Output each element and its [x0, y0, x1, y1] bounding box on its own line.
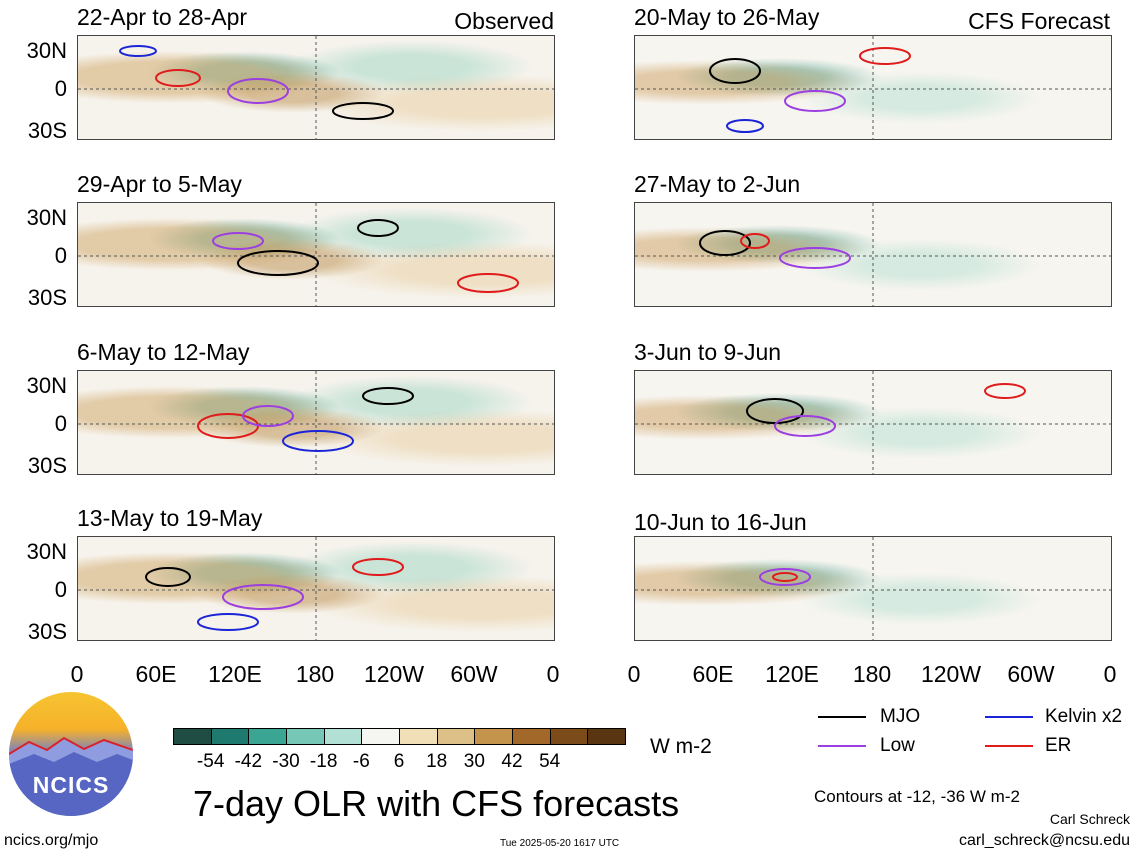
olr-map-panel — [77, 370, 555, 475]
olr-map-panel — [77, 202, 555, 307]
panel-title: 13-May to 19-May — [77, 505, 263, 531]
contours — [78, 537, 554, 640]
lat-label: 30N — [26, 539, 67, 564]
panel-title: 20-May to 26-May — [634, 4, 820, 30]
lat-label: 0 — [54, 577, 67, 602]
legend-label: Low — [880, 735, 915, 756]
lon-label: 0 — [1103, 661, 1117, 687]
lat-label: 30S — [27, 285, 67, 310]
colorbar-cell — [474, 728, 513, 745]
logo-text: NCICS — [32, 772, 110, 798]
timestamp: Tue 2025-05-20 1617 UTC — [500, 838, 620, 849]
colorbar-label: 6 — [393, 751, 405, 772]
lat-label: 0 — [54, 411, 67, 436]
colorbar-label: -6 — [352, 751, 370, 772]
colorbar-cell — [210, 728, 250, 745]
panel-title: 3-Jun to 9-Jun — [634, 339, 782, 365]
legend-label: Kelvin x2 — [1045, 706, 1123, 727]
lon-label: 180 — [295, 661, 335, 687]
colorbar-label: 42 — [501, 751, 523, 772]
colorbar-label: 30 — [463, 751, 485, 772]
site-link[interactable]: ncics.org/mjo — [4, 832, 99, 849]
mountains-icon — [9, 736, 133, 816]
panel-title: 27-May to 2-Jun — [634, 171, 801, 197]
author: Carl Schreck — [1049, 811, 1130, 827]
colorbar-label: 18 — [426, 751, 448, 772]
legend-swatch-mjo — [818, 716, 866, 718]
legend-swatch-er — [985, 745, 1033, 747]
lat-label: 30S — [27, 619, 67, 644]
colorbar-cell — [399, 728, 438, 745]
colorbar-label: -18 — [309, 751, 338, 772]
lon-label: 120E — [208, 661, 262, 687]
contours — [635, 203, 1111, 306]
contours — [635, 36, 1111, 139]
lat-label: 30S — [27, 118, 67, 143]
lon-label: 60W — [450, 661, 498, 687]
olr-map-panel — [634, 370, 1112, 475]
olr-map-panel — [634, 536, 1112, 641]
colorbar-cell — [512, 728, 551, 745]
lon-label: 180 — [852, 661, 892, 687]
contours — [78, 36, 554, 139]
lon-label: 120W — [920, 661, 982, 687]
colorbar-label: -54 — [196, 751, 225, 772]
colorbar-cell — [286, 728, 325, 745]
lon-label: 60E — [135, 661, 177, 687]
lon-label: 120E — [765, 661, 819, 687]
lon-label: 0 — [627, 661, 641, 687]
colorbar-cell — [587, 728, 626, 745]
legend-swatch-low — [818, 745, 866, 747]
lon-label: 60E — [692, 661, 734, 687]
contour-note: Contours at -12, -36 W m-2 — [814, 787, 1020, 806]
colorbar-cell — [361, 728, 400, 745]
lat-label: 0 — [54, 76, 67, 101]
olr-map-panel — [77, 536, 555, 641]
colorbar-cell — [323, 728, 363, 745]
lon-label: 0 — [546, 661, 560, 687]
colorbar-label: -30 — [272, 751, 300, 772]
lat-label: 0 — [54, 243, 67, 268]
lon-label: 60W — [1007, 661, 1055, 687]
colorbar-label: -42 — [234, 751, 263, 772]
lat-label: 30N — [26, 373, 67, 398]
legend-swatch-kelvin — [985, 716, 1033, 718]
colorbar-cell — [549, 728, 589, 745]
colorbar-label: 54 — [539, 751, 561, 772]
lat-label: 30S — [27, 453, 67, 478]
contours — [635, 537, 1111, 640]
lat-label: 30N — [26, 205, 67, 230]
panel-tag-forecast: CFS Forecast — [968, 8, 1110, 34]
panel-title: 10-Jun to 16-Jun — [634, 509, 807, 535]
olr-map-panel — [77, 35, 555, 140]
colorbar-cell — [173, 728, 212, 745]
colorbar-units: W m-2 — [650, 735, 712, 758]
lon-label: 120W — [363, 661, 425, 687]
contours — [78, 371, 554, 474]
contours — [78, 203, 554, 306]
panel-title: 29-Apr to 5-May — [77, 171, 242, 197]
panel-title: 6-May to 12-May — [77, 339, 250, 365]
legend-label: ER — [1045, 735, 1072, 756]
olr-map-panel — [634, 35, 1112, 140]
contours — [635, 371, 1111, 474]
colorbar-cell — [436, 728, 476, 745]
lat-label: 30N — [26, 38, 67, 63]
legend-label: MJO — [880, 706, 921, 727]
panel-title: 22-Apr to 28-Apr — [77, 4, 248, 30]
main-title: 7-day OLR with CFS forecasts — [193, 783, 680, 824]
olr-map-panel — [634, 202, 1112, 307]
author-email[interactable]: carl_schreck@ncsu.edu — [959, 832, 1130, 849]
colorbar-cell — [248, 728, 287, 745]
lon-label: 0 — [70, 661, 84, 687]
ncics-logo: NCICS — [9, 692, 133, 816]
panel-tag-observed: Observed — [454, 8, 554, 34]
